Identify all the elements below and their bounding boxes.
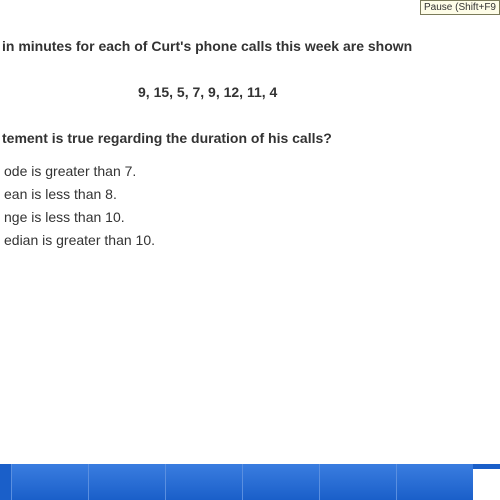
answer-options: ode is greater than 7. ean is less than … [2,160,495,252]
progress-segment [396,464,473,500]
video-progress-bar[interactable] [0,464,500,500]
progress-segment [11,464,88,500]
progress-segment [88,464,165,500]
problem-data-values: 9, 15, 5, 7, 9, 12, 11, 4 [2,84,495,100]
problem-intro-text: in minutes for each of Curt's phone call… [2,38,495,54]
problem-content: in minutes for each of Curt's phone call… [0,0,500,252]
progress-remaining [473,464,500,500]
progress-segment [242,464,319,500]
option-a: ode is greater than 7. [4,160,495,183]
progress-segment [165,464,242,500]
option-b: ean is less than 8. [4,183,495,206]
problem-question: tement is true regarding the duration of… [2,130,495,146]
option-c: nge is less than 10. [4,206,495,229]
pause-shortcut-badge: Pause (Shift+F9 [420,0,500,15]
progress-segment [319,464,396,500]
progress-segment [0,464,11,500]
option-d: edian is greater than 10. [4,229,495,252]
